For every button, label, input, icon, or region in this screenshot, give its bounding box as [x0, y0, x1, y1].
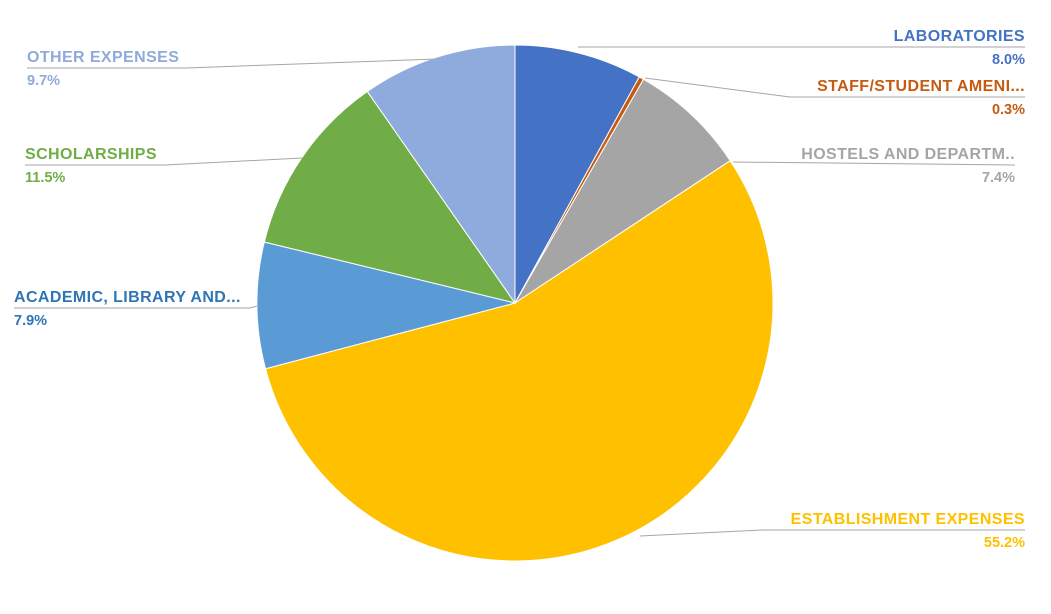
slice-percent: 7.9%	[14, 313, 48, 329]
pie-slice-4	[256, 241, 516, 370]
slice-callout-hostels-departments: HOSTELS AND DEPARTM.. 7.4%	[801, 146, 1015, 186]
slice-callout-academic-library: ACADEMIC, LIBRARY AND... 7.9%	[14, 289, 241, 329]
slice-callout-scholarships: SCHOLARSHIPS 11.5%	[25, 146, 157, 186]
slice-name: HOSTELS AND DEPARTM..	[801, 146, 1015, 163]
slice-percent: 8.0%	[991, 52, 1025, 68]
slice-callout-laboratories: LABORATORIES 8.0%	[894, 28, 1025, 68]
leader-line-3	[639, 529, 1025, 537]
leader-line-5	[25, 157, 303, 166]
pie-slice-0	[514, 44, 640, 304]
slice-name: OTHER EXPENSES	[27, 49, 180, 66]
slice-percent: 0.3%	[991, 102, 1025, 118]
slice-name: STAFF/STUDENT AMENI...	[817, 78, 1025, 95]
slice-name: ACADEMIC, LIBRARY AND...	[14, 289, 241, 306]
slice-percent: 7.4%	[981, 170, 1015, 186]
leader-line-6	[27, 58, 438, 69]
pie-slice-2	[514, 78, 731, 304]
pie-slice-6	[366, 44, 516, 305]
leader-line-4	[14, 305, 258, 309]
leader-line-1	[644, 77, 1025, 98]
slice-callout-other-expenses: OTHER EXPENSES 9.7%	[27, 49, 179, 89]
slice-name: SCHOLARSHIPS	[25, 146, 157, 163]
slice-callout-staff-student-amenities: STAFF/STUDENT AMENI... 0.3%	[817, 78, 1025, 118]
leader-line-2	[732, 161, 1016, 166]
pie-slice-5	[263, 90, 517, 304]
slice-name: LABORATORIES	[893, 28, 1025, 45]
slice-percent: 9.7%	[27, 73, 61, 89]
slice-name: ESTABLISHMENT EXPENSES	[790, 511, 1025, 528]
slice-percent: 11.5%	[25, 170, 66, 186]
slice-percent: 55.2%	[983, 535, 1025, 551]
pie-slice-3	[264, 159, 774, 562]
slice-callout-establishment-expenses: ESTABLISHMENT EXPENSES 55.2%	[791, 511, 1025, 551]
